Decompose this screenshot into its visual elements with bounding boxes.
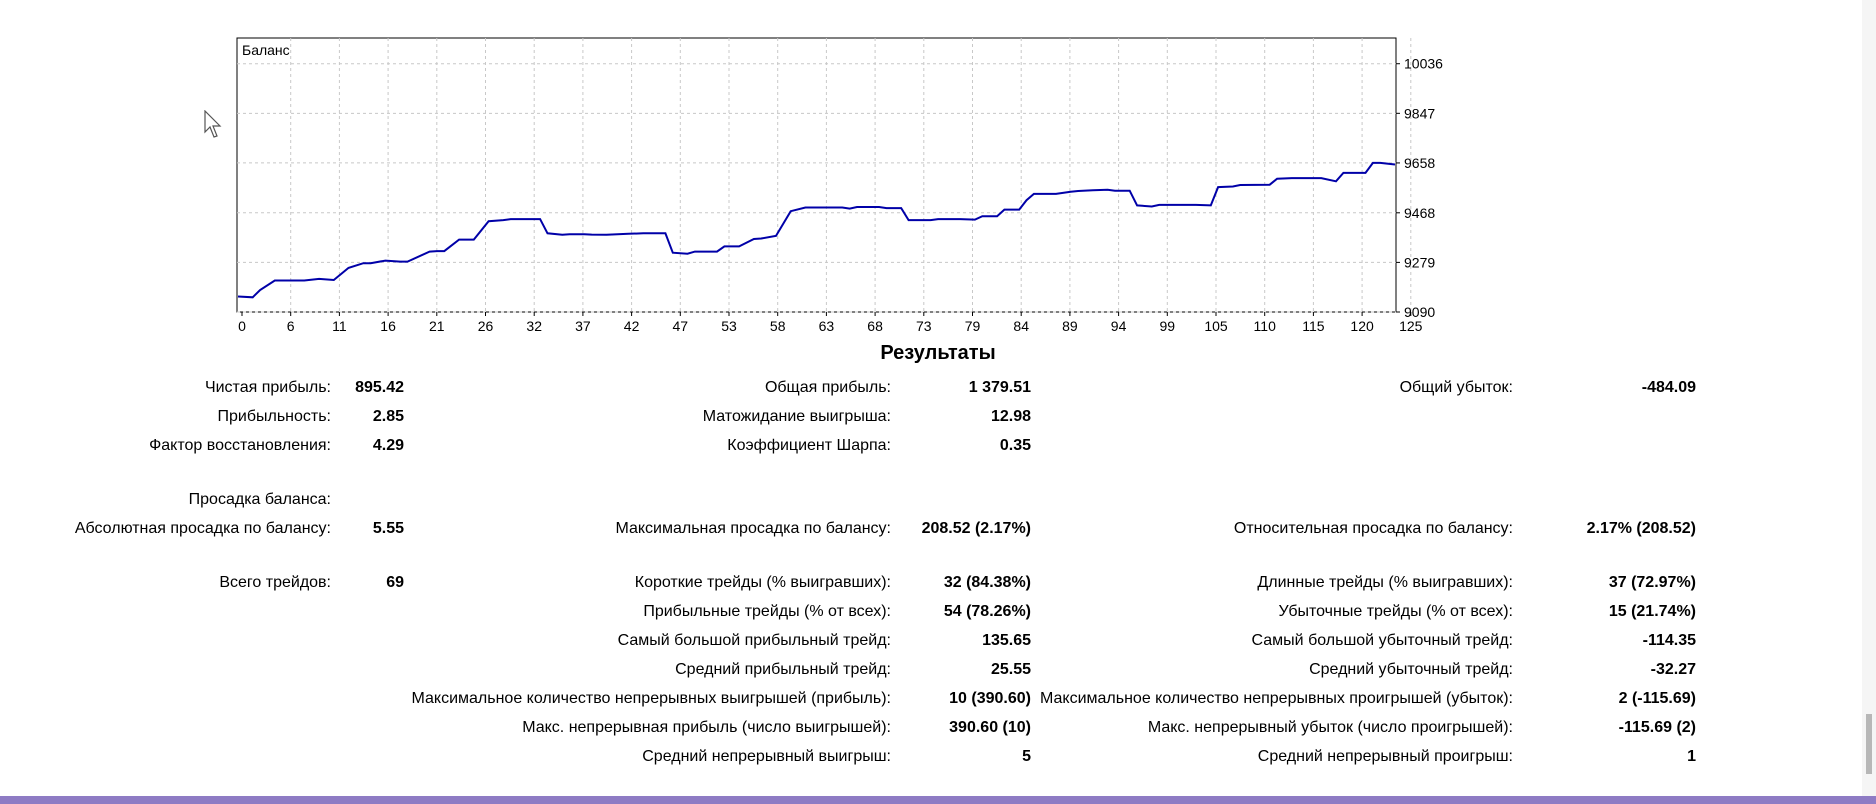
y-tick-label: 9847 — [1404, 105, 1435, 121]
chart-grid — [237, 38, 1412, 313]
absolute-drawdown-label: Абсолютная просадка по балансу: — [74, 520, 331, 537]
x-tick-label: 32 — [526, 318, 542, 334]
average-consecutive-losses-label: Средний непрерывный проигрыш: — [1257, 748, 1513, 765]
average-loss-trade-value: -32.27 — [1650, 661, 1696, 678]
max-consecutive-wins-label: Максимальное количество непрерывных выиг… — [411, 690, 892, 707]
relative-drawdown-label: Относительная просадка по балансу: — [1233, 520, 1513, 537]
x-tick-label: 26 — [478, 318, 494, 334]
max-consecutive-profit-value: 390.60 (10) — [949, 719, 1031, 736]
total-trades-value: 69 — [386, 574, 404, 591]
net-profit-label: Чистая прибыль: — [204, 379, 331, 396]
net-profit-value: 895.42 — [355, 379, 404, 396]
largest-profit-trade-value: 135.65 — [982, 632, 1031, 649]
profit-factor-label: Прибыльность: — [217, 408, 331, 425]
long-trades-value: 37 (72.97%) — [1608, 574, 1696, 591]
max-drawdown-label: Максимальная просадка по балансу: — [615, 520, 891, 537]
chart-title: Баланс — [242, 42, 290, 58]
x-tick-label: 63 — [819, 318, 835, 334]
max-consecutive-losses-value: 2 (-115.69) — [1618, 690, 1696, 707]
relative-drawdown-value: 2.17% (208.52) — [1586, 520, 1696, 537]
x-tick-label: 73 — [916, 318, 932, 334]
x-tick-label: 115 — [1302, 318, 1325, 334]
x-tick-label: 58 — [770, 318, 786, 334]
x-tick-label: 16 — [380, 318, 396, 334]
x-tick-label: 42 — [624, 318, 640, 334]
profit-trades-value: 54 (78.26%) — [943, 603, 1031, 620]
balance-drawdown-label: Просадка баланса: — [188, 491, 331, 508]
max-consecutive-loss-label: Макс. непрерывный убыток (число проигрыш… — [1147, 719, 1513, 736]
x-tick-label: 11 — [332, 318, 347, 334]
long-trades-label: Длинные трейды (% выигравших): — [1257, 574, 1513, 591]
x-tick-label: 84 — [1013, 318, 1029, 334]
x-tick-label: 47 — [673, 318, 689, 334]
max-consecutive-wins-value: 10 (390.60) — [949, 690, 1031, 707]
y-tick-label: 9658 — [1404, 155, 1435, 171]
expected-payoff-value: 12.98 — [990, 408, 1031, 425]
y-tick-label: 10036 — [1404, 56, 1443, 72]
x-tick-label: 6 — [287, 318, 295, 334]
y-axis: 10036 9847 9658 9468 9279 9090 — [1396, 56, 1443, 320]
sharpe-ratio-value: 0.35 — [999, 437, 1031, 454]
max-consecutive-losses-label: Максимальное количество непрерывных прои… — [1039, 690, 1513, 707]
mouse-pointer-icon — [204, 110, 222, 138]
total-trades-label: Всего трейдов: — [219, 574, 331, 591]
short-trades-value: 32 (84.38%) — [943, 574, 1031, 591]
x-tick-label: 68 — [867, 318, 883, 334]
average-consecutive-wins-label: Средний непрерывный выигрыш: — [642, 748, 891, 765]
profit-factor-value: 2.85 — [372, 408, 404, 425]
results-title: Результаты — [880, 342, 996, 364]
y-tick-label: 9468 — [1404, 205, 1435, 221]
max-drawdown-value: 208.52 (2.17%) — [921, 520, 1031, 537]
expected-payoff-label: Матожидание выигрыша: — [702, 408, 891, 425]
gross-profit-label: Общая прибыль: — [764, 379, 891, 396]
sharpe-ratio-label: Коэффициент Шарпа: — [727, 437, 891, 454]
average-consecutive-losses-value: 1 — [1687, 748, 1696, 765]
x-tick-label: 94 — [1111, 318, 1127, 334]
max-consecutive-profit-label: Макс. непрерывная прибыль (число выигрыш… — [522, 719, 891, 736]
x-tick-label: 120 — [1350, 318, 1374, 334]
x-tick-label: 89 — [1062, 318, 1078, 334]
loss-trades-value: 15 (21.74%) — [1608, 603, 1696, 620]
average-profit-trade-label: Средний прибыльный трейд: — [675, 661, 891, 678]
balance-series-line — [237, 161, 1396, 299]
bottom-status-bar — [0, 796, 1876, 804]
recovery-factor-value: 4.29 — [372, 437, 404, 454]
average-consecutive-wins-value: 5 — [1022, 748, 1031, 765]
x-tick-label: 79 — [965, 318, 981, 334]
gross-loss-value: -484.09 — [1641, 379, 1696, 396]
largest-loss-trade-value: -114.35 — [1642, 632, 1696, 649]
profit-trades-label: Прибыльные трейды (% от всех): — [643, 603, 891, 620]
x-tick-label: 110 — [1254, 318, 1277, 334]
x-tick-label: 125 — [1399, 318, 1423, 334]
plot-area — [236, 37, 1397, 313]
max-consecutive-loss-value: -115.69 (2) — [1618, 719, 1696, 736]
gross-loss-label: Общий убыток: — [1399, 379, 1513, 396]
largest-profit-trade-label: Самый большой прибыльный трейд: — [617, 632, 891, 649]
x-tick-label: 21 — [429, 318, 445, 334]
x-tick-label: 53 — [721, 318, 737, 334]
average-loss-trade-label: Средний убыточный трейд: — [1309, 661, 1513, 678]
x-tick-label: 0 — [238, 318, 246, 334]
x-tick-label: 99 — [1160, 318, 1176, 334]
y-tick-label: 9090 — [1404, 304, 1435, 320]
average-profit-trade-value: 25.55 — [990, 661, 1031, 678]
x-tick-label: 37 — [575, 318, 591, 334]
vertical-scrollbar[interactable] — [1862, 0, 1876, 796]
short-trades-label: Короткие трейды (% выигравших): — [634, 574, 891, 591]
x-axis: 0 6 11 16 21 26 32 37 42 47 53 58 63 68 73 79 84 89 94 99 10… — [238, 312, 1423, 334]
loss-trades-label: Убыточные трейды (% от всех): — [1278, 603, 1514, 620]
recovery-factor-label: Фактор восстановления: — [149, 437, 331, 454]
y-tick-label: 9279 — [1404, 254, 1435, 270]
largest-loss-trade-label: Самый большой убыточный трейд: — [1251, 632, 1513, 649]
absolute-drawdown-value: 5.55 — [372, 520, 404, 537]
x-tick-label: 105 — [1204, 318, 1228, 334]
gross-profit-value: 1 379.51 — [968, 379, 1031, 396]
scrollbar-thumb[interactable] — [1866, 714, 1872, 774]
balance-chart: 0 6 11 16 21 26 32 37 42 47 53 58 63 68 73 79 84 89 94 99 10… — [236, 37, 1443, 334]
